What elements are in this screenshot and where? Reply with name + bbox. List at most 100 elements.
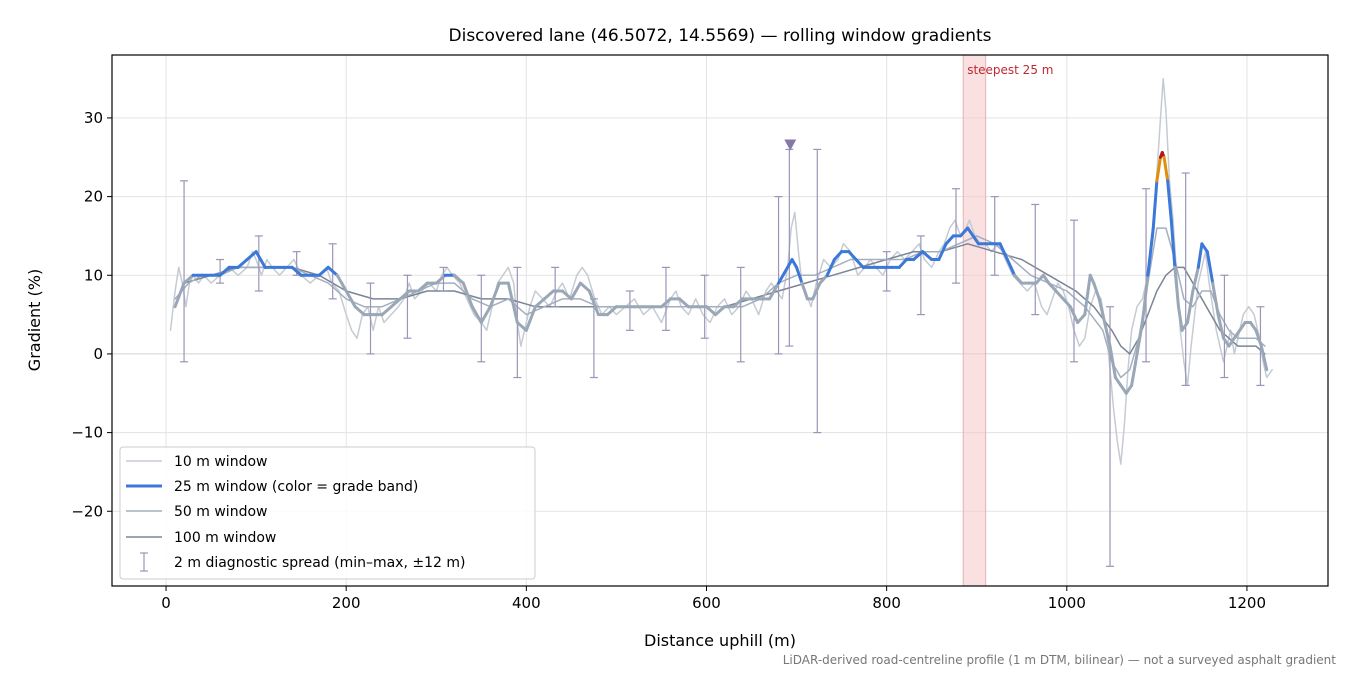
spread-bar-8 <box>477 274 486 363</box>
spread-bar-20 <box>916 235 925 316</box>
segment-25m-31 <box>452 273 465 285</box>
legend-swatch-spread <box>140 552 148 572</box>
spread-bar-6 <box>403 274 412 339</box>
segment-25m-38 <box>515 320 528 332</box>
segment-25m-39 <box>524 305 537 332</box>
segment-25m-119 <box>1124 383 1134 395</box>
steepest-region <box>962 54 987 587</box>
segment-25m-120 <box>1130 352 1139 387</box>
segment-25m-138 <box>1205 250 1215 285</box>
segment-25m-9 <box>254 250 267 269</box>
segment-25m-134 <box>1185 289 1195 324</box>
plot-frame <box>111 54 1329 587</box>
segment-25m-41 <box>542 289 555 301</box>
segment-25m-67 <box>777 265 790 285</box>
segment-25m-25 <box>398 289 411 301</box>
segment-25m-40 <box>533 297 546 309</box>
segment-25m-139 <box>1211 281 1220 317</box>
segment-25m-71 <box>800 281 809 301</box>
spread-bar-24 <box>1069 219 1078 363</box>
segment-25m-79 <box>854 258 865 269</box>
segment-25m-45 <box>578 281 591 293</box>
segment-25m-129 <box>1166 179 1173 222</box>
segment-25m-140 <box>1216 313 1226 340</box>
segment-25m-144 <box>1238 320 1247 332</box>
spread-bar-13 <box>661 266 670 331</box>
spread-bar-16 <box>774 196 783 355</box>
segment-25m-93 <box>958 226 970 238</box>
highlight-band <box>962 54 987 587</box>
segment-25m-13 <box>290 265 303 277</box>
segment-25m-73 <box>811 281 822 301</box>
segment-25m-94 <box>966 226 975 238</box>
segment-25m-35 <box>488 281 501 309</box>
segment-25m-0 <box>173 281 186 309</box>
segment-25m-24 <box>389 297 402 309</box>
segment-25m-117 <box>1113 376 1123 387</box>
segment-25m-130 <box>1169 218 1177 269</box>
segment-25m-43 <box>560 289 573 301</box>
segment-25m-107 <box>1054 289 1065 301</box>
spread-bar-23 <box>1031 203 1040 316</box>
spread-bar-28 <box>1220 274 1229 379</box>
x-axis-ticks: 0 200 400 600 800 1000 1200 <box>161 586 1266 612</box>
segment-25m-131 <box>1173 265 1180 309</box>
chart-title: Discovered lane (46.5072, 14.5569) — rol… <box>449 26 992 46</box>
segment-25m-132 <box>1176 305 1184 332</box>
segment-25m-133 <box>1180 320 1189 332</box>
spread-bar-7 <box>439 266 448 292</box>
segment-25m-104 <box>1034 273 1045 285</box>
legend-label-50m: 50 m window <box>174 504 267 520</box>
spread-bar-5 <box>366 282 375 355</box>
segment-25m-59 <box>704 305 717 317</box>
segment-25m-128 <box>1162 155 1170 183</box>
x-tick-label-3: 600 <box>692 594 721 612</box>
segment-25m-23 <box>380 305 393 317</box>
segment-25m-74 <box>818 273 829 285</box>
segment-25m-87 <box>912 250 925 262</box>
segment-25m-115 <box>1103 320 1112 348</box>
segment-25m-125 <box>1155 155 1162 183</box>
segment-25m-27 <box>416 281 429 293</box>
spread-bar-0 <box>180 180 189 363</box>
spread-bar-15 <box>736 266 745 363</box>
y-tick-label-3: 10 <box>84 266 103 284</box>
segment-25m-137 <box>1200 242 1209 254</box>
segment-25m-56 <box>677 297 690 309</box>
spread-bar-22 <box>990 196 999 276</box>
segment-25m-88 <box>921 250 934 262</box>
segment-25m-142 <box>1227 336 1236 348</box>
x-axis-label: Distance uphill (m) <box>644 631 796 650</box>
segment-25m-109 <box>1068 305 1080 324</box>
y-tick-label-2: 0 <box>93 345 103 363</box>
segment-25m-20 <box>353 305 366 317</box>
segment-25m-54 <box>659 297 672 309</box>
segment-25m-135 <box>1191 265 1200 293</box>
x-tick-label-1: 200 <box>332 594 361 612</box>
footnote: LiDAR-derived road-centreline profile (1… <box>783 653 1337 667</box>
spread-bar-2 <box>254 235 263 292</box>
segment-25m-29 <box>434 273 447 285</box>
y-tick-label-5: 30 <box>84 109 103 127</box>
segment-25m-111 <box>1083 273 1092 317</box>
segment-25m-75 <box>825 258 836 277</box>
segment-25m-116 <box>1108 344 1117 380</box>
segment-25m-5 <box>218 265 231 277</box>
segment-25m-123 <box>1146 226 1155 277</box>
y-axis-ticks: −20 −10 0 10 20 30 <box>71 109 112 520</box>
segment-25m-17 <box>326 265 339 277</box>
segment-25m-48 <box>605 305 618 317</box>
segment-25m-124 <box>1151 179 1159 230</box>
segment-25m-16 <box>317 265 330 277</box>
legend-box <box>119 446 536 580</box>
legend-label-10m: 10 m window <box>174 454 267 470</box>
segment-25m-37 <box>506 281 519 324</box>
legend: 10 m window 25 m window (color = grade b… <box>119 446 536 580</box>
segment-25m-91 <box>944 234 955 246</box>
peak-marker <box>784 139 797 151</box>
segment-25m-101 <box>1013 273 1024 285</box>
legend-label-spread: 2 m diagnostic spread (min–max, ±12 m) <box>174 555 465 571</box>
spread-bar-27 <box>1181 172 1190 386</box>
segment-25m-70 <box>795 265 804 285</box>
